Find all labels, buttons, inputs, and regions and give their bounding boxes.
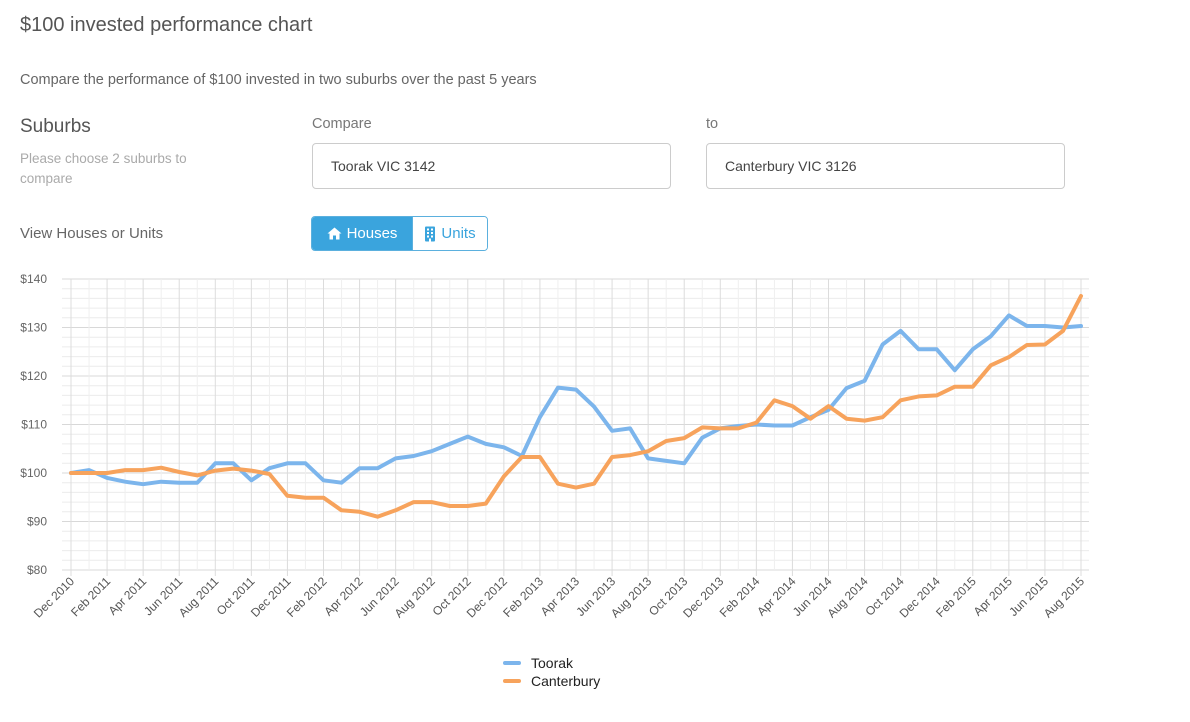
view-type-label: View Houses or Units [20, 225, 164, 242]
page-description: Compare the performance of $100 invested… [20, 72, 537, 88]
legend-item-canterbury[interactable]: Canterbury [503, 673, 600, 689]
y-tick-label: $80 [27, 563, 47, 577]
houses-button-label: Houses [346, 225, 398, 242]
legend-swatch-toorak [503, 661, 521, 665]
y-tick-label: $90 [27, 515, 47, 529]
x-tick-label: Feb 2012 [284, 574, 330, 620]
houses-button[interactable]: Houses [312, 217, 412, 250]
y-tick-label: $110 [21, 418, 47, 432]
compare-label: Compare [312, 116, 372, 132]
chart-legend: Toorak Canterbury [503, 655, 600, 689]
y-axis: $80 $90 $100 $110 $120 $130 $140 [20, 272, 47, 577]
series-line-canterbury[interactable] [69, 294, 1083, 519]
page-title: $100 invested performance chart [20, 14, 313, 36]
legend-label-toorak: Toorak [531, 655, 574, 671]
x-tick-label: Feb 2011 [68, 574, 113, 619]
suburbs-help-text: Please choose 2 suburbs to compare [20, 151, 187, 186]
to-label: to [706, 116, 719, 132]
to-suburb-input[interactable] [706, 143, 1065, 189]
x-tick-label: Aug 2011 [176, 574, 222, 620]
compare-suburb-input[interactable] [312, 143, 671, 189]
legend-label-canterbury: Canterbury [531, 673, 601, 689]
home-icon [327, 227, 342, 240]
legend-swatch-canterbury [503, 679, 521, 683]
building-icon [425, 226, 436, 241]
y-tick-label: $140 [20, 272, 47, 286]
units-button[interactable]: Units [412, 217, 487, 250]
x-tick-label: Feb 2015 [933, 574, 979, 620]
x-tick-label: Dec 2010 [31, 574, 77, 620]
y-tick-label: $100 [20, 466, 47, 480]
suburbs-heading: Suburbs [20, 116, 91, 137]
chart-grid [62, 278, 1089, 576]
units-button-label: Units [441, 225, 476, 242]
y-tick-label: $130 [20, 321, 47, 335]
legend-item-toorak[interactable]: Toorak [503, 655, 600, 671]
x-tick-label: Feb 2013 [500, 574, 546, 620]
property-type-toggle: Houses Units [311, 216, 488, 251]
x-tick-label: Feb 2014 [717, 574, 763, 620]
y-tick-label: $120 [20, 369, 47, 383]
chart-series [69, 294, 1083, 519]
